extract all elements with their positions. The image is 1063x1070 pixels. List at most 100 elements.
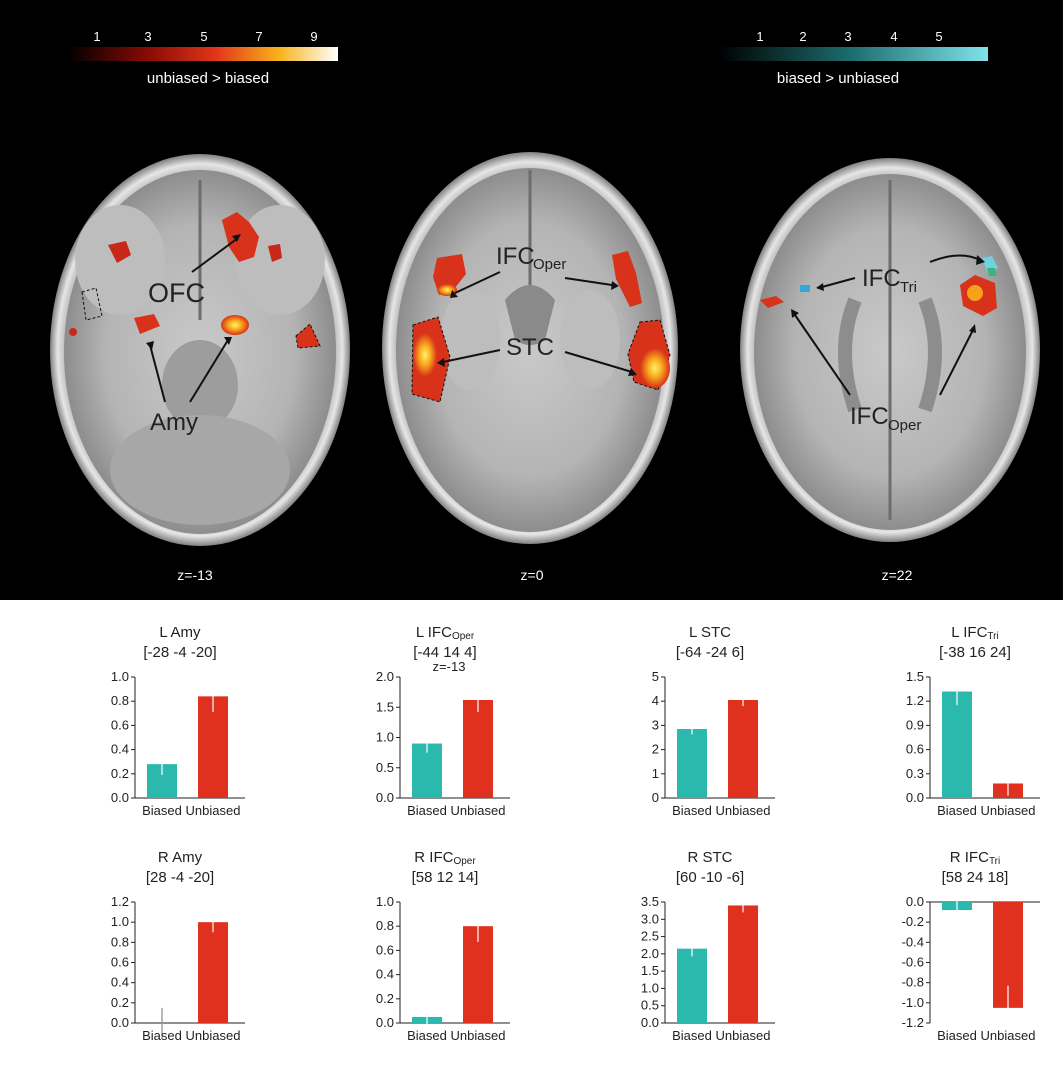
cool-tick: 1 — [756, 29, 763, 44]
y-tick-label: 0.4 — [111, 742, 129, 757]
slice-z-label: z=0 — [521, 567, 544, 583]
slice-z-label: z=-13 — [177, 567, 213, 583]
y-tick-label: 1 — [652, 766, 659, 781]
cool-colorbar — [718, 47, 988, 61]
y-tick-label: 2.0 — [376, 669, 394, 684]
y-tick-label: 0.5 — [641, 998, 659, 1013]
hot-tick: 5 — [200, 29, 207, 44]
category-label: Biased — [937, 803, 977, 818]
category-label: Unbiased — [451, 803, 506, 818]
y-tick-label: 1.0 — [111, 914, 129, 929]
y-tick-label: 0.4 — [376, 967, 394, 982]
chart-title-sub: Oper — [453, 856, 476, 867]
y-tick-label: -1.2 — [902, 1015, 924, 1030]
y-tick-label: 1.2 — [111, 894, 129, 909]
category-label: Unbiased — [186, 1028, 241, 1043]
chart-title-main: L IFC — [951, 624, 987, 641]
y-tick-label: 5 — [652, 669, 659, 684]
hot-colorbar — [68, 47, 338, 61]
chart-title: L IFCOper — [416, 624, 475, 642]
brain-slices-svg: 1 3 5 7 9 unbiased > biased 1 2 3 4 5 bi… — [50, 29, 1040, 583]
y-tick-label: 1.0 — [111, 669, 129, 684]
cool-tick: 4 — [890, 29, 897, 44]
chart-subtitle: [-28 -4 -20] — [143, 644, 216, 661]
y-tick-label: -1.0 — [902, 995, 924, 1010]
y-tick-label: 0.2 — [376, 991, 394, 1006]
chart-subtitle: [58 24 18] — [942, 869, 1009, 886]
y-tick-label: 4 — [652, 693, 659, 708]
y-tick-label: 0.5 — [376, 760, 394, 775]
brain-panel: 1 3 5 7 9 unbiased > biased 1 2 3 4 5 bi… — [0, 0, 1063, 600]
y-tick-label: 3.0 — [641, 911, 659, 926]
chart-title-sub: Oper — [452, 631, 475, 642]
y-tick-label: -0.8 — [902, 975, 924, 990]
y-tick-label: 0.2 — [111, 766, 129, 781]
amy-label: Amy — [150, 409, 198, 436]
chart-title: R IFCOper — [414, 849, 476, 867]
bar-biased — [677, 729, 707, 798]
cool-colorbar-label: biased > unbiased — [777, 70, 899, 87]
hot-tick: 9 — [310, 29, 317, 44]
chart-subtitle: [-38 16 24] — [939, 644, 1011, 661]
y-tick-label: -0.6 — [902, 955, 924, 970]
slice-z-label: z=22 — [882, 567, 913, 583]
category-label: Biased — [407, 1028, 447, 1043]
category-label: Unbiased — [981, 803, 1036, 818]
category-label: Biased — [142, 803, 182, 818]
y-tick-label: 0.3 — [906, 766, 924, 781]
category-label: Unbiased — [186, 803, 241, 818]
y-tick-label: 1.2 — [906, 693, 924, 708]
y-tick-label: 0.0 — [111, 790, 129, 805]
chart-title: R IFCTri — [950, 849, 1000, 867]
y-tick-label: 3 — [652, 717, 659, 732]
category-label: Biased — [142, 1028, 182, 1043]
bar-chart: L STC [-64 -24 6] 0 1 2 3 4 5 Biased Unbiased — [652, 624, 775, 818]
bar-chart: R Amy [28 -4 -20] 0.0 0.2 0.4 0.6 0.8 1.0 1.2 Bia… — [111, 849, 245, 1043]
y-tick-label: 1.5 — [376, 699, 394, 714]
chart-title-main: R IFC — [414, 849, 453, 866]
hot-tick: 7 — [255, 29, 262, 44]
y-tick-label: 0.0 — [111, 1015, 129, 1030]
chart-title-sub: Tri — [989, 856, 1000, 867]
ifc-oper-label: IFC — [850, 403, 889, 430]
bar-chart: L Amy [-28 -4 -20] 0.0 0.2 0.4 0.6 0.8 1.0 Biase… — [111, 624, 245, 818]
bar-chart: L IFCTri [-38 16 24] 0.0 0.3 0.6 0.9 1.2 1.5 Bia… — [906, 624, 1040, 818]
bar-unbiased — [463, 926, 493, 1023]
bar-chart: L IFCOper [-44 14 4]z=-13 0.0 0.5 1.0 1.5 2.0 B… — [376, 624, 510, 818]
y-tick-label: 0.0 — [906, 894, 924, 909]
y-tick-label: 0.0 — [376, 1015, 394, 1030]
chart-title: L IFCTri — [951, 624, 998, 642]
chart-title-main: L Amy — [159, 624, 201, 641]
hot-colorbar-ticks: 1 3 5 7 9 — [93, 29, 317, 44]
category-label: Biased — [672, 1028, 712, 1043]
cool-tick: 2 — [799, 29, 806, 44]
y-tick-label: 0.6 — [111, 717, 129, 732]
chart-title: R STC — [688, 849, 733, 866]
ifc-oper-label: IFC — [496, 243, 535, 270]
chart-title-main: R STC — [688, 849, 733, 866]
y-tick-label: 2.5 — [641, 929, 659, 944]
y-tick-label: 1.0 — [376, 894, 394, 909]
ifc-tri-sub: Tri — [900, 279, 917, 296]
y-tick-label: 1.0 — [641, 980, 659, 995]
category-label: Biased — [407, 803, 447, 818]
y-tick-label: 0.8 — [111, 934, 129, 949]
bar-unbiased — [728, 905, 758, 1023]
chart-title: L STC — [689, 624, 731, 641]
y-tick-label: 0.8 — [376, 918, 394, 933]
hot-colorbar-label: unbiased > biased — [147, 70, 269, 87]
bar-biased — [942, 691, 972, 798]
y-tick-label: 0.0 — [376, 790, 394, 805]
category-label: Unbiased — [716, 803, 771, 818]
y-tick-label: 0 — [652, 790, 659, 805]
chart-title-main: R Amy — [158, 849, 203, 866]
chart-title: R Amy — [158, 849, 203, 866]
y-tick-label: 0.0 — [906, 790, 924, 805]
hot-tick: 1 — [93, 29, 100, 44]
bar-unbiased — [463, 699, 493, 798]
brain-slice-z0: IFC Oper STC z=0 — [382, 152, 678, 583]
category-label: Unbiased — [981, 1028, 1036, 1043]
y-tick-label: 0.9 — [906, 717, 924, 732]
y-tick-label: 1.5 — [906, 669, 924, 684]
